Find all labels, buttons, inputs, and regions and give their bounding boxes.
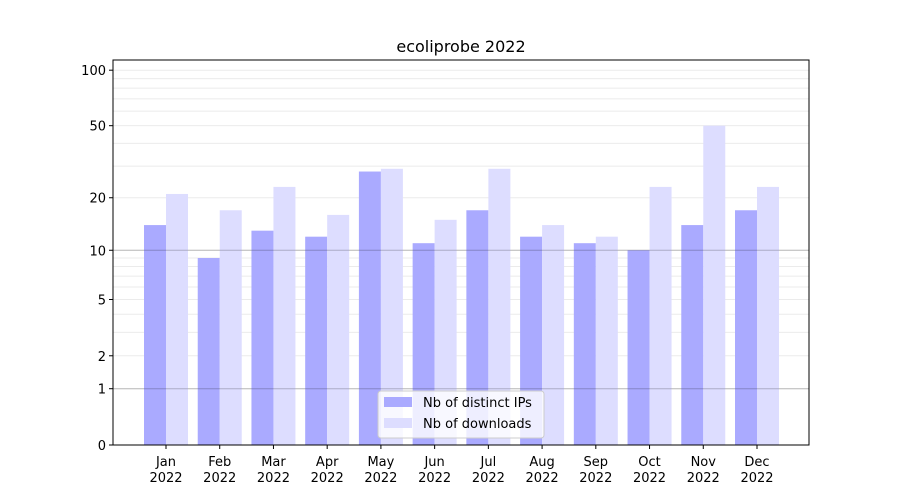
bar-distinct-ips xyxy=(466,210,489,445)
bar-downloads xyxy=(380,168,403,445)
bar-downloads xyxy=(595,236,618,445)
x-tick-label-line: 2022 xyxy=(364,471,397,486)
bar-downloads xyxy=(219,210,242,445)
y-tick-label: 2 xyxy=(98,350,106,365)
x-tick-label-line: Nov xyxy=(691,455,717,470)
x-tick-label-line: 2022 xyxy=(472,471,505,486)
x-tick-label-line: Mar xyxy=(261,455,286,470)
x-tick-label: Jul 2022 xyxy=(472,455,505,486)
x-tick-label: Jan 2022 xyxy=(149,455,182,486)
x-tick-label-line: 2022 xyxy=(687,471,720,486)
bar-distinct-ips xyxy=(735,210,757,445)
x-tick-label-line: 2022 xyxy=(203,471,236,486)
x-tick-label-line: 2022 xyxy=(740,471,773,486)
x-tick-label-line: Apr xyxy=(316,455,339,470)
bar-distinct-ips xyxy=(627,250,650,445)
x-tick-label: Aug 2022 xyxy=(526,455,559,486)
x-tick-label: Mar 2022 xyxy=(257,455,290,486)
x-tick-label-line: Jan xyxy=(155,455,176,470)
x-tick-label: Dec 2022 xyxy=(740,455,773,486)
bar-distinct-ips xyxy=(251,230,274,445)
bar-downloads xyxy=(703,125,726,445)
x-tick-label-line: Dec xyxy=(744,455,769,470)
x-tick-label-line: Feb xyxy=(208,455,231,470)
x-tick-label-line: 2022 xyxy=(418,471,451,486)
chart-title: ecoliprobe 2022 xyxy=(396,37,525,56)
x-tick-label-line: 2022 xyxy=(633,471,666,486)
plot-frame xyxy=(112,59,810,446)
legend-swatch xyxy=(384,418,412,428)
x-tick-label-line: 2022 xyxy=(579,471,612,486)
y-tick-label: 0 xyxy=(98,439,106,454)
legend-label: Nb of distinct IPs xyxy=(423,396,532,411)
bar-distinct-ips xyxy=(305,236,328,445)
y-tick-label: 5 xyxy=(98,293,106,308)
bar-downloads xyxy=(327,214,350,445)
bar-downloads xyxy=(542,225,565,445)
reference-lines xyxy=(113,249,809,390)
x-tick-label: May 2022 xyxy=(364,455,397,486)
x-tick-label: Nov 2022 xyxy=(687,455,720,486)
bar-distinct-ips xyxy=(681,225,704,445)
x-tick-label-line: 2022 xyxy=(526,471,559,486)
y-axis: 0 1 2 5 10 20 50 100 xyxy=(81,64,113,454)
x-tick-label-line: Aug xyxy=(529,455,554,470)
y-tick-label: 10 xyxy=(89,244,106,259)
legend-box xyxy=(377,390,545,439)
bar-downloads xyxy=(434,219,457,445)
legend-label: Nb of downloads xyxy=(423,417,532,432)
x-tick-label-line: 2022 xyxy=(149,471,182,486)
y-tick-label: 100 xyxy=(81,64,106,79)
y-tick-label: 1 xyxy=(98,383,106,398)
x-tick-label-line: May xyxy=(367,455,394,470)
x-tick-label: Oct 2022 xyxy=(633,455,666,486)
bar-downloads xyxy=(757,186,779,445)
x-tick-label-line: Sep xyxy=(584,455,609,470)
bar-downloads xyxy=(273,186,296,445)
x-tick-label: Feb 2022 xyxy=(203,455,236,486)
x-tick-label: Jun 2022 xyxy=(418,455,451,486)
x-tick-label-line: 2022 xyxy=(257,471,290,486)
legend-swatch xyxy=(384,397,412,407)
bar-downloads xyxy=(166,193,188,445)
x-tick-label-line: 2022 xyxy=(311,471,344,486)
legend: Nb of distinct IPs Nb of downloads xyxy=(377,390,545,439)
x-tick-label-line: Oct xyxy=(638,455,660,470)
bar-distinct-ips xyxy=(358,171,381,446)
y-tick-label: 50 xyxy=(89,120,106,135)
bar-distinct-ips xyxy=(197,258,220,445)
bar-downloads xyxy=(488,168,511,445)
x-tick-label-line: Jul xyxy=(480,455,497,470)
x-tick-label: Sep 2022 xyxy=(579,455,612,486)
x-tick-label-line: Jun xyxy=(423,455,444,470)
x-tick-label: Apr 2022 xyxy=(311,455,344,486)
bar-distinct-ips xyxy=(573,243,596,445)
bar-distinct-ips xyxy=(144,225,166,445)
bar-downloads xyxy=(649,186,672,445)
y-tick-label: 20 xyxy=(89,192,106,207)
bars xyxy=(144,125,779,446)
